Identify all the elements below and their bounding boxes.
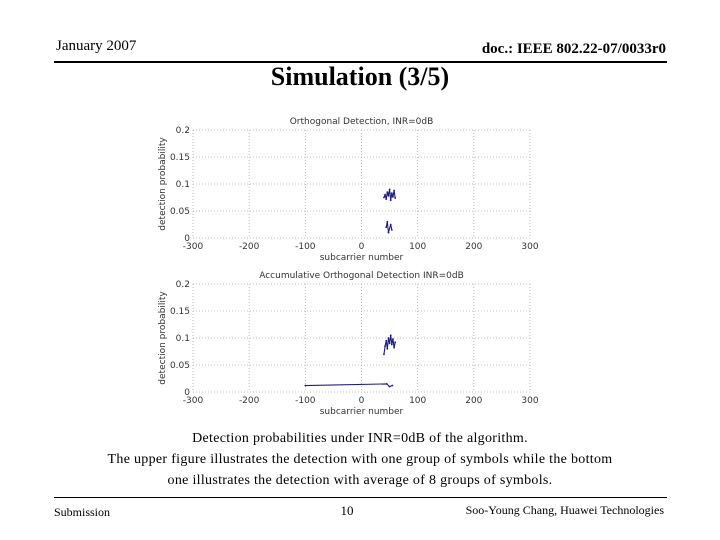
y-axis-label: detection probability: [158, 137, 168, 231]
y-tick-label: 0: [184, 388, 190, 398]
x-tick-label: 100: [409, 242, 426, 252]
data-point: [392, 196, 394, 198]
data-point: [304, 384, 307, 387]
data-point: [385, 339, 388, 342]
footer-author: Soo-Young Chang, Huawei Technologies: [465, 503, 664, 517]
data-point: [388, 385, 391, 388]
x-tick-label: -100: [295, 396, 316, 406]
x-tick-label: 100: [409, 396, 426, 406]
footer-submission: Submission: [54, 505, 111, 519]
x-tick-label: 200: [465, 242, 482, 252]
data-point: [386, 220, 389, 223]
y-tick-label: 0: [184, 234, 190, 244]
y-tick-label: 0.05: [170, 207, 190, 217]
footer-page-number: 10: [340, 503, 354, 518]
header-divider: [54, 61, 667, 63]
data-point: [390, 192, 393, 195]
data-point: [391, 384, 394, 387]
y-tick-label: 0.1: [176, 334, 190, 344]
data-point: [385, 383, 388, 385]
chart-orthogonal-detection: Orthogonal Detection, INR=0dB -300 -200 -10…: [158, 117, 539, 263]
series-line-1: [305, 383, 393, 388]
data-point: [385, 198, 388, 201]
data-point: [390, 229, 393, 231]
data-point: [383, 196, 385, 199]
x-tick-label: -300: [183, 396, 204, 406]
data-point: [383, 353, 385, 356]
caption-line-3: one illustrates the detection with avera…: [167, 473, 553, 488]
x-tick-label: 200: [465, 396, 482, 406]
y-tick-label: 0.2: [176, 126, 190, 136]
data-point: [389, 199, 392, 202]
x-tick-label: 300: [521, 242, 538, 252]
x-tick-label: -200: [239, 396, 260, 406]
x-tick-label: -200: [239, 242, 260, 252]
data-point: [385, 226, 388, 229]
y-tick-label: 0.15: [170, 307, 190, 317]
data-point: [392, 338, 394, 340]
data-point: [389, 223, 392, 226]
data-point: [393, 189, 395, 192]
data-point: [390, 343, 393, 346]
x-axis-label: subcarrier number: [320, 253, 404, 263]
x-tick-label: 0: [359, 396, 365, 406]
data-point: [386, 191, 389, 193]
data-point: [388, 342, 391, 345]
footer-divider: [54, 497, 667, 498]
x-tick-label: 0: [359, 242, 365, 252]
data-point: [388, 188, 391, 191]
data-point: [393, 346, 395, 349]
x-tick-label: 300: [521, 396, 538, 406]
data-point: [389, 334, 392, 337]
y-axis-label: detection probability: [158, 291, 168, 385]
y-tick-label: 0.1: [176, 180, 190, 190]
data-point: [386, 347, 389, 350]
data-point: [394, 341, 397, 344]
data-point: [394, 197, 397, 199]
x-axis-label: subcarrier number: [320, 407, 404, 417]
y-tick-label: 0.2: [176, 280, 190, 290]
chart-title: Accumulative Orthogonal Detection INR=0d…: [259, 271, 464, 281]
data-point: [387, 337, 390, 339]
x-tick-label: -300: [183, 242, 204, 252]
slide-title: Simulation (3/5): [270, 62, 450, 91]
caption-line-2: The upper figure illustrates the detecti…: [107, 452, 613, 467]
x-tick-label: -100: [295, 242, 316, 252]
caption-line-1: Detection probabilities under INR=0dB of…: [192, 431, 528, 446]
data-point: [387, 194, 390, 197]
header-date: January 2007: [56, 38, 137, 54]
y-tick-label: 0.05: [170, 361, 190, 371]
data-point: [384, 345, 386, 347]
data-point: [384, 193, 386, 196]
chart-title: Orthogonal Detection, INR=0dB: [290, 117, 434, 127]
y-tick-label: 0.15: [170, 153, 190, 163]
header-doc-id: doc.: IEEE 802.22-07/0033r0: [481, 41, 666, 57]
figure-caption: Detection probabilities under INR=0dB of…: [40, 428, 680, 491]
data-point: [387, 231, 390, 234]
chart-accumulative-detection: Accumulative Orthogonal Detection INR=0d…: [158, 271, 539, 417]
